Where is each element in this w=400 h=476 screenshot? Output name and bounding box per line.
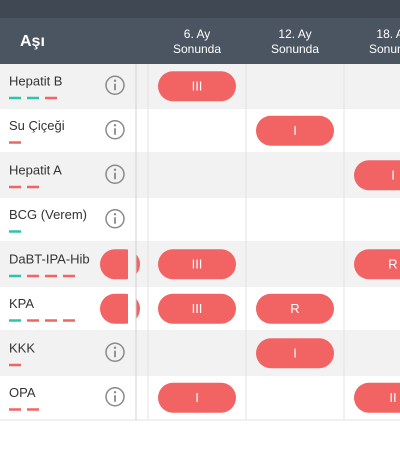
column-header: 6. Ay — [184, 27, 210, 41]
vaccine-name: DaBT-IPA-Hib — [9, 251, 90, 266]
dose-label: II — [389, 390, 396, 405]
info-button[interactable] — [105, 387, 125, 407]
dose-label: I — [391, 168, 395, 183]
info-button[interactable] — [105, 342, 125, 362]
dose-pill — [158, 382, 236, 413]
column-header: Sonunda — [271, 42, 319, 56]
dose-pill — [256, 293, 334, 324]
info-icon — [105, 342, 125, 362]
info-button[interactable] — [105, 120, 125, 140]
info-dot — [113, 213, 117, 216]
dose-pill — [158, 293, 236, 324]
dose-pill — [354, 382, 400, 413]
corner-label: Aşı — [20, 33, 45, 50]
row-background — [0, 331, 400, 376]
left-column-cover — [128, 291, 136, 326]
info-icon — [105, 209, 125, 229]
row-background — [0, 153, 400, 198]
vaccine-name: Hepatit A — [9, 162, 62, 177]
dose-label: R — [388, 257, 397, 272]
info-button[interactable] — [105, 75, 125, 95]
vaccine-name: Su Çiçeği — [9, 118, 65, 133]
dose-label: I — [293, 123, 297, 138]
info-icon — [105, 120, 125, 140]
dose-label: III — [192, 79, 203, 94]
info-button[interactable] — [105, 209, 125, 229]
dose-label: III — [192, 301, 203, 316]
dose-label: III — [192, 257, 203, 272]
vaccine-name: KKK — [9, 340, 35, 355]
info-dot — [113, 346, 117, 349]
top-bar — [0, 0, 400, 18]
column-header: 18. Ay — [376, 27, 400, 41]
column-header: Sonunda — [173, 42, 221, 56]
dose-pill — [256, 115, 334, 146]
dose-label: I — [293, 346, 297, 361]
info-dot — [113, 79, 117, 82]
info-icon — [105, 164, 125, 184]
vaccine-name: OPA — [9, 385, 36, 400]
header-row — [0, 18, 400, 64]
vaccine-name: KPA — [9, 296, 34, 311]
vaccine-name: BCG (Verem) — [9, 207, 87, 222]
info-dot — [113, 168, 117, 171]
dose-pill — [354, 160, 400, 191]
row-background — [0, 197, 400, 242]
dose-pill — [158, 249, 236, 280]
vaccine-name: Hepatit B — [9, 73, 62, 88]
left-column-cover — [128, 247, 136, 282]
dose-pill — [256, 338, 334, 369]
info-dot — [113, 124, 117, 127]
column-header: 12. Ay — [278, 27, 311, 41]
info-button[interactable] — [105, 164, 125, 184]
dose-pill — [158, 71, 236, 102]
dose-label: R — [290, 301, 299, 316]
info-dot — [113, 391, 117, 394]
info-icon — [105, 75, 125, 95]
dose-pill — [354, 249, 400, 280]
column-header: Sonunda — [369, 42, 400, 56]
info-icon — [105, 387, 125, 407]
dose-label: I — [195, 390, 199, 405]
